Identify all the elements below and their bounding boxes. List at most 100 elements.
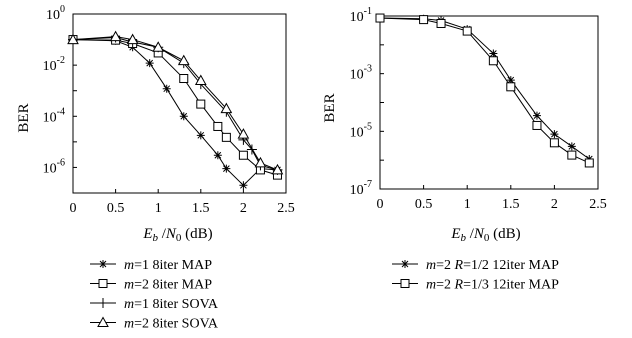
right-plot-frame	[379, 15, 599, 190]
legend-entry-1: m=1 8iter MAP	[90, 258, 212, 273]
x-tick-label: 2.5	[277, 201, 295, 216]
data-point	[549, 138, 559, 148]
data-point	[419, 15, 429, 25]
data-point	[162, 84, 171, 93]
data-point	[213, 121, 223, 131]
x-tick-label: 1.5	[192, 201, 210, 216]
y-tick-label: 100	[46, 4, 65, 23]
x-tick-label: 0.5	[415, 197, 433, 212]
left-x-label: Eb /N0 (dB)	[142, 226, 212, 244]
data-point	[237, 128, 250, 139]
data-point	[179, 112, 188, 121]
data-point	[436, 18, 446, 28]
left-chart: 0 0.5 1 1.5 2 2.5 100 10-2 10-4 10-6 BER Eb /N0 …	[16, 4, 295, 332]
data-point	[221, 132, 231, 142]
right-legend: m=2 R=1/2 12iter MAP m=2 R=1/3 12iter MAP	[392, 258, 559, 293]
left-y-label: BER	[16, 103, 32, 132]
left-series-group	[67, 30, 284, 190]
data-point	[254, 156, 267, 168]
series-4	[67, 30, 284, 175]
x-tick-label: 1.5	[502, 197, 520, 212]
data-point	[532, 111, 541, 120]
data-point	[109, 30, 122, 42]
legend-entry-1: m=2 R=1/2 12iter MAP	[392, 258, 559, 273]
data-point	[584, 158, 594, 168]
y-tick-label: 10-7	[350, 179, 372, 198]
legend-marker	[98, 298, 108, 308]
data-point	[213, 151, 222, 160]
data-point	[196, 131, 205, 140]
data-point	[196, 99, 206, 109]
series-line	[72, 36, 278, 171]
legend-label: m=1 8iter MAP	[124, 258, 212, 273]
data-point	[67, 33, 79, 45]
series-2	[68, 35, 282, 180]
data-point	[506, 82, 516, 92]
data-point	[567, 142, 576, 151]
right-y-axis: 10-1 10-3 10-5 10-7	[350, 6, 384, 198]
data-point	[177, 54, 190, 66]
data-point	[271, 163, 284, 175]
right-chart: 0 0.5 1 1.5 2 2.5 10-1 10-3 10-5 10-7 BER Eb /N0…	[322, 6, 607, 293]
x-tick-label: 2	[240, 201, 247, 216]
left-y-axis: 100 10-2 10-4 10-6	[43, 4, 77, 194]
series-1	[376, 14, 594, 163]
right-x-label: Eb /N0 (dB)	[450, 226, 520, 244]
legend-label: m=2 R=1/2 12iter MAP	[426, 258, 559, 273]
right-x-axis: 0 0.5 1 1.5 2 2.5	[377, 185, 607, 212]
x-tick-label: 2.5	[589, 197, 607, 212]
data-point	[152, 41, 165, 52]
left-legend: m=1 8iter MAP m=2 8iter MAP m=1 8iter SOVA…	[90, 258, 219, 332]
legend-marker	[98, 279, 108, 288]
legend-label: m=2 8iter SOVA	[124, 317, 219, 332]
y-tick-label: 10-4	[43, 106, 65, 125]
left-x-axis: 0 0.5 1 1.5 2 2.5	[70, 189, 295, 216]
legend-entry-3: m=1 8iter SOVA	[90, 297, 219, 312]
data-point	[375, 13, 385, 23]
data-point	[488, 56, 498, 66]
data-point	[126, 33, 139, 45]
legend-label: m=2 8iter MAP	[124, 278, 212, 293]
y-tick-label: 10-2	[43, 55, 65, 74]
x-tick-label: 0	[70, 201, 77, 216]
series-line	[72, 39, 278, 187]
series-2	[375, 13, 594, 168]
legend-entry-2: m=2 R=1/3 12iter MAP	[392, 278, 559, 293]
x-tick-label: 0	[377, 197, 384, 212]
legend-entry-4: m=2 8iter SOVA	[90, 316, 219, 332]
series-line	[72, 37, 278, 171]
series-3	[68, 32, 283, 175]
legend-marker	[99, 260, 107, 268]
data-point	[179, 74, 189, 84]
series-1	[69, 35, 282, 190]
data-point	[239, 181, 248, 190]
legend-marker	[400, 279, 410, 288]
left-plot-frame	[72, 13, 287, 194]
legend-entry-2: m=2 8iter MAP	[90, 278, 212, 293]
right-y-label: BER	[322, 93, 338, 122]
series-line	[379, 17, 590, 160]
legend-label: m=1 8iter SOVA	[124, 297, 219, 312]
series-line	[379, 17, 590, 164]
y-tick-label: 10-1	[350, 6, 372, 25]
x-tick-label: 1	[155, 201, 162, 216]
y-tick-label: 10-5	[350, 121, 372, 140]
data-point	[220, 102, 233, 114]
data-point	[506, 76, 515, 85]
data-point	[550, 130, 559, 139]
y-tick-label: 10-3	[350, 64, 372, 83]
legend-marker	[401, 260, 409, 268]
data-point	[246, 144, 257, 155]
y-tick-label: 10-6	[43, 157, 65, 176]
data-point	[567, 150, 577, 160]
data-point	[222, 164, 231, 173]
data-point	[145, 59, 154, 68]
right-series-group	[375, 13, 594, 168]
data-point	[462, 26, 472, 36]
legend-marker	[97, 316, 109, 327]
data-point	[532, 120, 542, 130]
x-tick-label: 0.5	[107, 201, 125, 216]
x-tick-label: 1	[464, 197, 471, 212]
data-point	[194, 74, 207, 86]
